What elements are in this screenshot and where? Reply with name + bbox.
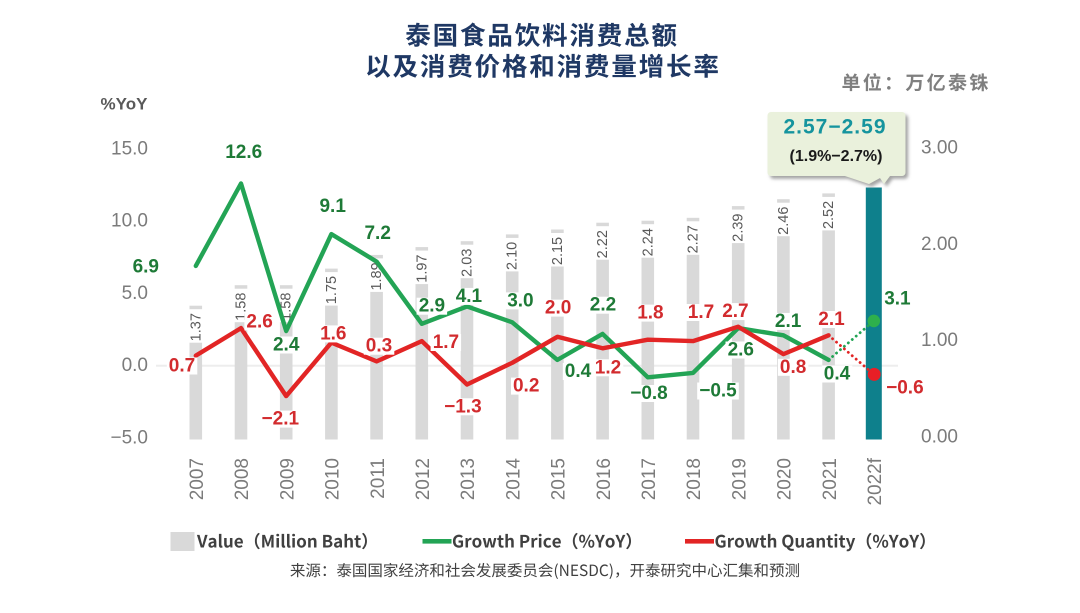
svg-text:1.00: 1.00 bbox=[921, 330, 958, 351]
svg-text:15.0: 15.0 bbox=[111, 138, 148, 159]
svg-text:2.6: 2.6 bbox=[246, 311, 272, 332]
svg-text:2.1: 2.1 bbox=[818, 309, 845, 330]
svg-text:0.8: 0.8 bbox=[780, 357, 806, 378]
svg-text:1.7: 1.7 bbox=[433, 332, 459, 353]
svg-text:−0.5: −0.5 bbox=[699, 381, 737, 402]
svg-text:−2.1: −2.1 bbox=[262, 409, 300, 430]
svg-text:0.4: 0.4 bbox=[824, 364, 851, 385]
svg-text:2016: 2016 bbox=[594, 458, 615, 500]
svg-text:1.97: 1.97 bbox=[414, 254, 430, 282]
svg-text:10.0: 10.0 bbox=[111, 211, 148, 232]
svg-text:−0.6: −0.6 bbox=[886, 377, 924, 398]
svg-text:2011: 2011 bbox=[368, 458, 389, 499]
svg-text:2008: 2008 bbox=[232, 458, 253, 500]
svg-text:−5.0: −5.0 bbox=[110, 428, 148, 449]
svg-text:2.1: 2.1 bbox=[775, 311, 802, 332]
svg-text:2019: 2019 bbox=[729, 458, 750, 500]
svg-text:2.57−2.59: 2.57−2.59 bbox=[783, 116, 886, 139]
svg-text:1.8: 1.8 bbox=[637, 303, 663, 324]
svg-text:3.00: 3.00 bbox=[921, 138, 958, 159]
svg-text:5.0: 5.0 bbox=[122, 283, 148, 304]
svg-text:2020: 2020 bbox=[775, 458, 796, 500]
svg-text:−1.3: −1.3 bbox=[444, 396, 482, 417]
svg-text:2.52: 2.52 bbox=[821, 201, 837, 229]
svg-text:9.1: 9.1 bbox=[319, 196, 346, 217]
svg-text:0.4: 0.4 bbox=[565, 361, 592, 382]
svg-text:3.0: 3.0 bbox=[507, 290, 533, 311]
svg-text:1.37: 1.37 bbox=[188, 313, 204, 341]
svg-text:2.03: 2.03 bbox=[460, 249, 476, 277]
svg-text:0.0: 0.0 bbox=[122, 355, 148, 376]
svg-text:2010: 2010 bbox=[323, 458, 344, 500]
svg-text:0.7: 0.7 bbox=[169, 356, 195, 377]
svg-text:1.7: 1.7 bbox=[688, 302, 714, 323]
svg-text:2018: 2018 bbox=[684, 458, 705, 500]
svg-text:2.39: 2.39 bbox=[731, 213, 747, 241]
svg-text:(1.9%−2.7%): (1.9%−2.7%) bbox=[790, 148, 883, 165]
svg-text:2.00: 2.00 bbox=[921, 234, 958, 255]
svg-text:1.6: 1.6 bbox=[320, 323, 346, 344]
svg-text:2022f: 2022f bbox=[865, 457, 886, 505]
svg-text:7.2: 7.2 bbox=[364, 223, 390, 244]
svg-text:2.6: 2.6 bbox=[728, 340, 754, 361]
svg-text:2.22: 2.22 bbox=[595, 230, 611, 258]
svg-text:2.24: 2.24 bbox=[640, 228, 656, 256]
svg-text:2.10: 2.10 bbox=[505, 242, 521, 270]
svg-text:%YoY: %YoY bbox=[101, 95, 149, 114]
svg-text:6.9: 6.9 bbox=[133, 256, 159, 277]
svg-text:0.2: 0.2 bbox=[513, 376, 539, 397]
svg-text:0.3: 0.3 bbox=[366, 336, 392, 357]
svg-text:2.46: 2.46 bbox=[776, 207, 792, 235]
svg-text:2012: 2012 bbox=[413, 458, 434, 500]
svg-text:0.00: 0.00 bbox=[921, 426, 958, 447]
svg-text:2015: 2015 bbox=[549, 458, 570, 500]
svg-text:2.0: 2.0 bbox=[545, 298, 571, 319]
svg-text:3.1: 3.1 bbox=[884, 289, 911, 310]
svg-text:12.6: 12.6 bbox=[225, 142, 262, 163]
svg-text:2017: 2017 bbox=[639, 458, 660, 500]
svg-text:−0.8: −0.8 bbox=[630, 383, 668, 404]
svg-text:2021: 2021 bbox=[820, 458, 841, 500]
svg-text:2.4: 2.4 bbox=[273, 335, 300, 356]
svg-text:2.7: 2.7 bbox=[722, 301, 748, 322]
svg-text:2.27: 2.27 bbox=[686, 225, 702, 253]
svg-text:1.75: 1.75 bbox=[324, 276, 340, 304]
svg-text:2014: 2014 bbox=[503, 458, 524, 501]
svg-text:4.1: 4.1 bbox=[456, 286, 483, 307]
svg-text:2007: 2007 bbox=[187, 458, 208, 500]
svg-text:2.15: 2.15 bbox=[550, 237, 566, 265]
svg-text:2013: 2013 bbox=[458, 458, 479, 500]
svg-text:2.2: 2.2 bbox=[590, 295, 616, 316]
svg-text:2.9: 2.9 bbox=[419, 296, 445, 317]
svg-text:2009: 2009 bbox=[277, 458, 298, 500]
svg-text:1.2: 1.2 bbox=[595, 357, 621, 378]
